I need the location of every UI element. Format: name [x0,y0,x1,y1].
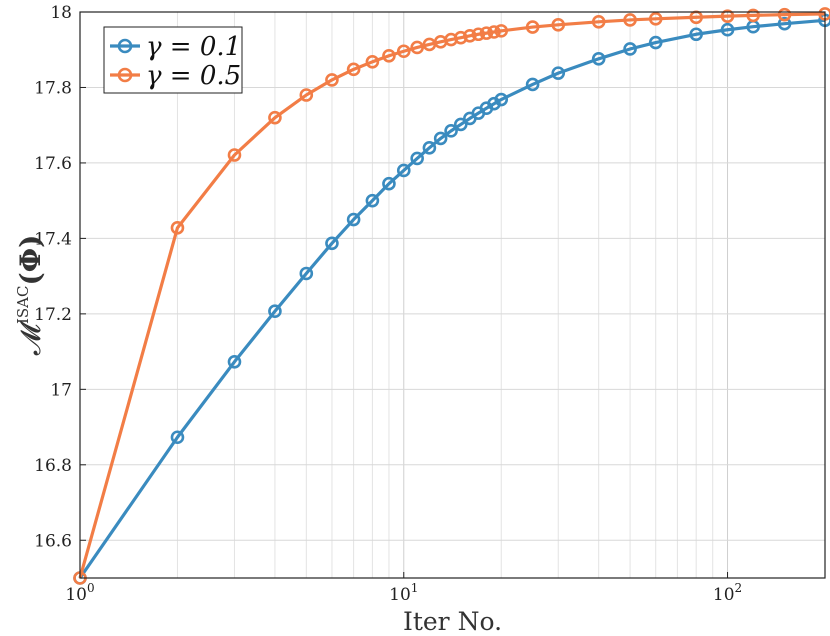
data-point [551,18,566,32]
y-tick-label: 18 [50,3,72,23]
data-point [227,354,242,369]
y-axis-label-main: 𝓜 [14,320,47,355]
data-point [689,27,703,42]
data-point [346,62,361,77]
series-2 [73,7,830,585]
y-tick-label: 17.4 [34,229,72,249]
data-point [648,11,663,26]
data-point [170,221,185,235]
y-tick-label: 16.8 [34,456,72,476]
data-point [365,193,380,208]
data-point [382,48,396,63]
data-point [777,16,792,31]
plot-area-frame [79,11,826,579]
data-point [325,236,339,251]
data-point [623,42,637,56]
y-axis-label-argument: (Φ) [14,235,47,286]
data-point [551,66,566,80]
data-point [422,141,437,155]
y-axis-label: 𝓜ISAC(Φ) [14,235,47,356]
data-point [268,110,282,125]
legend: γ = 0.1γ = 0.5 [103,26,243,94]
data-point [227,148,242,162]
y-tick-label: 17 [50,380,72,400]
data-point [479,26,494,40]
legend-label: γ = 0.1 [146,32,241,62]
data-point [453,117,468,132]
data-point [471,27,486,42]
data-point [648,35,663,50]
data-point [494,92,509,107]
data-point [494,24,509,38]
data-point [170,430,185,445]
data-point [444,124,458,138]
data-point [453,30,468,45]
data-point [777,7,792,22]
y-tick-label: 16.6 [34,531,72,551]
data-point [591,51,606,66]
x-tick-label: 102 [713,581,742,605]
data-point [487,25,501,39]
x-tick-label: 100 [65,581,94,605]
legend-box [103,26,243,94]
data-point [299,266,314,281]
data-point [365,55,380,69]
data-point [463,28,477,43]
data-point [746,8,760,23]
data-point [299,88,314,102]
data-point [720,9,735,23]
data-point [325,73,339,87]
series-line [78,18,826,579]
legend-marker [117,67,133,83]
legend-label: γ = 0.5 [146,61,241,91]
data-point [591,15,606,29]
y-tick-label: 17.6 [34,154,72,174]
legend-marker [117,38,133,54]
x-axis-label: Iter No. [403,607,502,636]
series-line [78,12,826,579]
data-point [525,20,540,34]
data-point [433,131,448,146]
data-point [410,40,424,55]
data-point [525,77,540,92]
y-tick-label: 17.2 [34,305,72,325]
data-point [268,304,282,319]
y-axis-label-superscript: ISAC [14,286,32,325]
data-point [382,176,396,191]
series-1 [73,13,830,585]
data-point [410,151,424,166]
y-tick-label: 17.8 [34,78,72,98]
data-point [396,44,411,59]
x-tick-label: 101 [389,581,418,605]
data-point [396,163,411,178]
data-point [346,212,361,227]
data-point [623,13,637,27]
data-point [720,22,735,37]
